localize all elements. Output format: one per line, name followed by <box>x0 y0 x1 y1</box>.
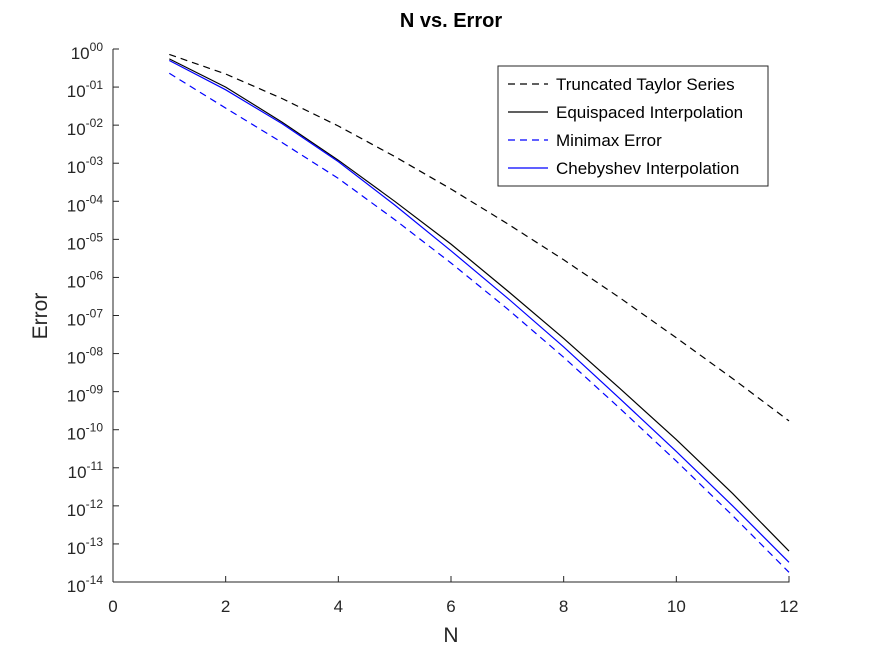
y-tick-base: 10 <box>67 120 86 139</box>
legend-label-chebyshev-interpolation: Chebyshev Interpolation <box>556 159 739 178</box>
y-tick-label: 10-10 <box>67 421 104 444</box>
y-tick-base: 10 <box>67 349 86 368</box>
y-tick-exponent: -06 <box>86 268 104 282</box>
x-tick-label: 12 <box>780 597 799 616</box>
y-tick-exponent: -05 <box>86 230 104 244</box>
y-tick-label: 10-04 <box>67 192 104 215</box>
y-tick-exponent: 00 <box>90 40 104 54</box>
legend-label-minimax-error: Minimax Error <box>556 131 662 150</box>
y-tick-base: 10 <box>67 234 86 253</box>
series-line-equispaced-interpolation <box>169 58 790 552</box>
x-tick-label: 4 <box>334 597 343 616</box>
y-tick-base: 10 <box>68 463 87 482</box>
y-tick-label: 10-05 <box>67 230 104 253</box>
y-tick-exponent: -12 <box>86 497 104 511</box>
x-tick-label: 2 <box>221 597 230 616</box>
y-tick-label: 10-03 <box>67 154 104 177</box>
y-tick-exponent: -07 <box>86 307 104 321</box>
y-tick-base: 10 <box>67 501 86 520</box>
y-tick-label: 10-14 <box>67 573 104 596</box>
series-line-minimax-error <box>168 72 790 573</box>
axes: 0 2 4 6 8 10 12100010-0110-0210-0310-0410-0510… <box>67 40 799 616</box>
y-tick-exponent: -13 <box>86 535 104 549</box>
x-tick-label: 0 <box>108 597 117 616</box>
y-tick-exponent: -09 <box>86 383 104 397</box>
y-tick-base: 10 <box>71 44 90 63</box>
y-tick-label: 10-06 <box>67 268 104 291</box>
y-tick-base: 10 <box>67 272 86 291</box>
y-tick-label: 10-02 <box>67 116 104 139</box>
series-line-truncated-taylor-series <box>169 53 790 422</box>
y-tick-label: 10-08 <box>67 345 104 368</box>
legend: Truncated Taylor Series Equispaced Interp… <box>497 65 769 187</box>
y-tick-exponent: -02 <box>86 116 104 130</box>
y-tick-exponent: -03 <box>86 154 104 168</box>
y-tick-base: 10 <box>67 311 86 330</box>
plot-lines <box>168 53 790 573</box>
series-line-chebyshev-interpolation <box>169 59 790 563</box>
y-tick-base: 10 <box>67 196 86 215</box>
y-tick-exponent: -14 <box>86 573 104 587</box>
y-tick-base: 10 <box>67 158 86 177</box>
y-tick-exponent: -01 <box>86 78 104 92</box>
y-tick-label: 10-12 <box>67 497 104 520</box>
y-tick-base: 10 <box>67 425 86 444</box>
y-tick-label: 10-07 <box>67 307 104 330</box>
x-tick-label: 10 <box>667 597 686 616</box>
y-axis-label: Error <box>29 293 52 340</box>
y-tick-exponent: -10 <box>86 421 104 435</box>
y-tick-exponent: -08 <box>86 345 104 359</box>
y-tick-exponent: -11 <box>87 459 104 473</box>
chart-title: N vs. Error <box>400 10 502 32</box>
legend-box <box>497 65 769 187</box>
y-tick-label: 1000 <box>71 40 104 63</box>
y-tick-base: 10 <box>67 539 86 558</box>
x-tick-label: 8 <box>559 597 568 616</box>
y-tick-label: 10-13 <box>67 535 104 558</box>
x-axis-label: N <box>443 624 458 647</box>
y-tick-base: 10 <box>67 577 86 596</box>
legend-label-equispaced-interpolation: Equispaced Interpolation <box>556 103 743 122</box>
y-tick-base: 10 <box>67 82 86 101</box>
y-tick-label: 10-01 <box>67 78 104 101</box>
y-tick-exponent: -04 <box>86 192 104 206</box>
legend-label-truncated-taylor-series: Truncated Taylor Series <box>556 75 735 94</box>
y-tick-base: 10 <box>67 387 86 406</box>
x-tick-label: 6 <box>446 597 455 616</box>
y-tick-label: 10-11 <box>68 459 104 482</box>
y-tick-label: 10-09 <box>67 383 104 406</box>
